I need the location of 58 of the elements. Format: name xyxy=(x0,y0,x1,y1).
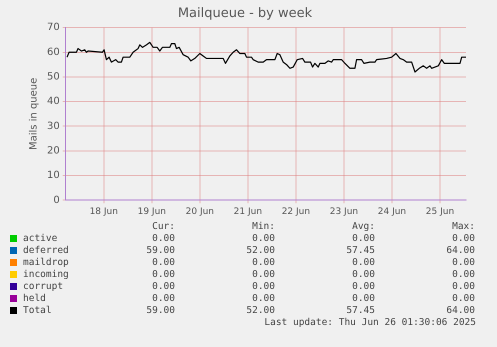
text: Avg: xyxy=(351,221,375,233)
y-tick-label: 40 xyxy=(46,96,60,108)
text: 52.00 xyxy=(245,305,275,317)
text: 57.45 xyxy=(345,245,375,257)
text: 59.00 xyxy=(145,245,175,257)
text: 0.00 xyxy=(251,257,275,269)
legend-label: Total xyxy=(22,305,53,317)
text: 52.00 xyxy=(245,245,275,257)
y-tick-label: 10 xyxy=(46,170,60,182)
legend-label: active xyxy=(22,233,58,245)
y-tick-label: 60 xyxy=(46,46,60,58)
text: 0.00 xyxy=(251,269,275,281)
y-tick-label: 70 xyxy=(46,22,60,34)
y-tick-label: 20 xyxy=(46,145,60,156)
text: 0.00 xyxy=(151,233,175,245)
text: 0.00 xyxy=(451,293,475,305)
text: 57.45 xyxy=(345,305,375,317)
text: 0.00 xyxy=(351,269,375,281)
legend-label: maildrop xyxy=(22,257,70,269)
text: 0.00 xyxy=(251,293,275,305)
text: 0.00 xyxy=(251,233,275,245)
text: 59.00 xyxy=(145,305,175,317)
text: Last update: Thu Jun 26 01:30:06 2025 xyxy=(264,317,476,328)
x-tick-label: 22 Jun xyxy=(282,206,310,217)
text: 0.00 xyxy=(451,269,475,281)
text: 0.00 xyxy=(151,293,175,305)
text: 0.00 xyxy=(351,293,375,305)
y-axis-title: Mails in queue xyxy=(28,78,40,150)
text: Min: xyxy=(251,221,275,233)
x-tick-label: 18 Jun xyxy=(90,206,118,217)
x-tick-label: 19 Jun xyxy=(138,206,166,217)
text: 0.00 xyxy=(351,281,375,293)
text: Max: xyxy=(451,221,475,233)
text: 0.00 xyxy=(451,233,475,245)
x-tick-label: 23 Jun xyxy=(330,206,358,217)
text: 0.00 xyxy=(151,281,175,293)
text: 0.00 xyxy=(151,269,175,281)
text: 64.00 xyxy=(445,305,475,317)
legend-label: held xyxy=(22,293,47,305)
x-tick-label: 20 Jun xyxy=(186,206,214,217)
y-tick-label: 50 xyxy=(46,72,60,83)
text: 0.00 xyxy=(451,257,475,269)
y-tick-label: 30 xyxy=(46,120,60,132)
chart-title: Mailqueue - by week xyxy=(178,6,313,22)
legend-label: deferred xyxy=(22,245,70,257)
text: 0.00 xyxy=(251,281,275,293)
text: 0.00 xyxy=(451,281,475,293)
y-tick-label: 0 xyxy=(53,194,60,206)
text: 0.00 xyxy=(351,257,375,269)
text: 0.00 xyxy=(351,233,375,245)
x-tick-label: 25 Jun xyxy=(426,206,454,217)
x-tick-label: 21 Jun xyxy=(234,206,262,217)
legend-label: incoming xyxy=(22,269,70,281)
text: 64.00 xyxy=(445,245,475,257)
text: Cur: xyxy=(151,221,175,233)
legend-label: corrupt xyxy=(22,281,64,293)
text: 0.00 xyxy=(151,257,175,269)
x-tick-label: 24 Jun xyxy=(378,206,406,217)
